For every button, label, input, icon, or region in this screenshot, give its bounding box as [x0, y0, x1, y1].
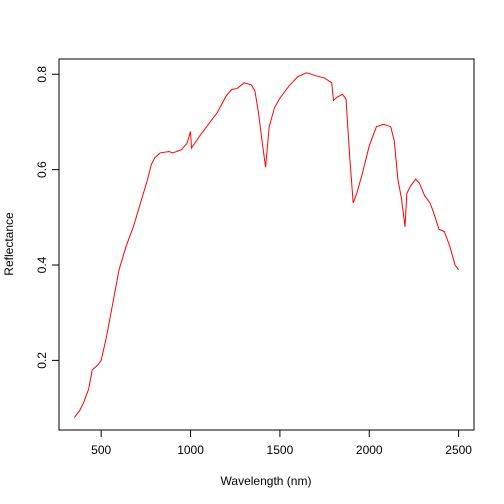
- x-tick-label: 1000: [177, 443, 204, 457]
- y-axis-label: Reflectance: [2, 212, 16, 276]
- y-tick-label: 0.4: [35, 256, 49, 273]
- y-tick-label: 0.2: [35, 352, 49, 369]
- plot-frame: [58, 58, 475, 431]
- y-tick-label: 0.8: [35, 66, 49, 83]
- x-tick-label: 2000: [356, 443, 383, 457]
- spectrum-line: [73, 72, 460, 418]
- x-axis-label: Wavelength (nm): [221, 474, 312, 488]
- y-tick-label: 0.6: [35, 161, 49, 178]
- x-tick-label: 1500: [267, 443, 294, 457]
- x-tick-label: 2500: [445, 443, 472, 457]
- x-tick-label: 500: [91, 443, 111, 457]
